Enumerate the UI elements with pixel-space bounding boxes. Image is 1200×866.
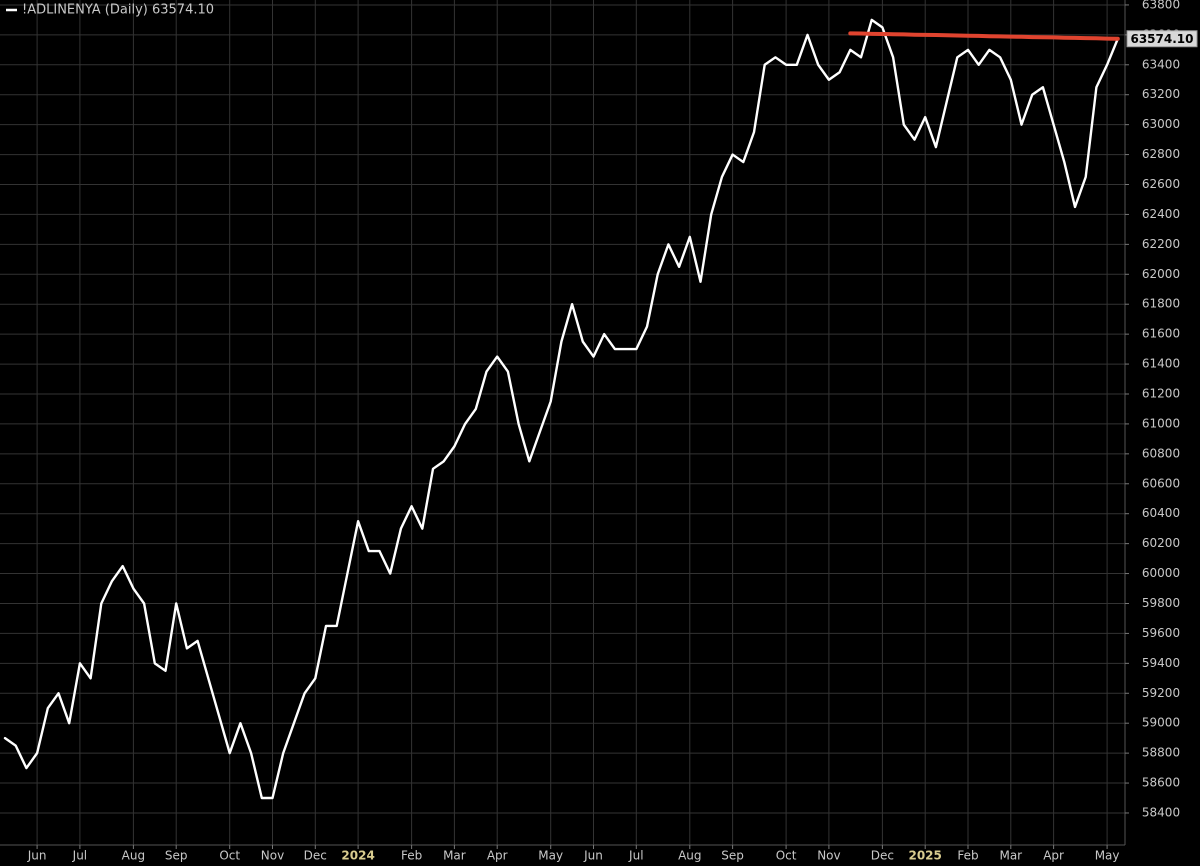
x-tick-label: Nov [261, 849, 284, 863]
y-tick-label: 63400 [1142, 57, 1180, 71]
x-tick-label: Feb [401, 849, 422, 863]
y-tick-label: 62200 [1142, 237, 1180, 251]
y-tick-label: 58600 [1142, 776, 1180, 790]
y-tick-label: 62400 [1142, 207, 1180, 221]
x-tick-label: 2025 [908, 849, 941, 863]
x-tick-label: Mar [999, 849, 1022, 863]
x-tick-label: Dec [304, 849, 327, 863]
x-tick-label: Oct [776, 849, 797, 863]
x-tick-label: Oct [219, 849, 240, 863]
last-value-label: 63574.10 [1130, 32, 1193, 46]
legend-label: !ADLINENYA (Daily) 63574.10 [22, 3, 214, 18]
x-tick-label: May [1095, 849, 1120, 863]
y-tick-label: 62800 [1142, 147, 1180, 161]
data-line [3, 18, 1119, 800]
y-tick-label: 60200 [1142, 536, 1180, 550]
x-tick-label: Mar [443, 849, 466, 863]
x-tick-label: Jul [628, 849, 643, 863]
y-tick-label: 60600 [1142, 476, 1180, 490]
x-tick-label: Dec [871, 849, 894, 863]
y-tick-label: 60000 [1142, 566, 1180, 580]
y-tick-label: 62000 [1142, 267, 1180, 281]
axes: 58400 58600 58800 59000 59200 59400 59600 59800… [27, 0, 1198, 863]
x-tick-label: 2024 [341, 849, 374, 863]
y-tick-label: 60800 [1142, 446, 1180, 460]
y-tick-label: 61200 [1142, 386, 1180, 400]
x-tick-label: Jun [583, 849, 603, 863]
trend-line [848, 31, 1120, 41]
x-tick-label: Jun [27, 849, 47, 863]
plot [3, 18, 1120, 800]
x-tick-label: Jul [72, 849, 87, 863]
x-tick-label: Apr [1043, 849, 1064, 863]
y-tick-label: 62600 [1142, 177, 1180, 191]
y-tick-label: 59200 [1142, 686, 1180, 700]
y-tick-label: 59000 [1142, 716, 1180, 730]
y-tick-label: 63000 [1142, 117, 1180, 131]
x-tick-label: May [538, 849, 563, 863]
y-tick-label: 58400 [1142, 805, 1180, 819]
y-tick-label: 61000 [1142, 416, 1180, 430]
x-tick-label: Nov [817, 849, 840, 863]
y-tick-label: 58800 [1142, 746, 1180, 760]
y-tick-label: 61800 [1142, 297, 1180, 311]
y-tick-label: 60400 [1142, 506, 1180, 520]
x-tick-label: Apr [487, 849, 508, 863]
x-tick-label: Aug [122, 849, 145, 863]
y-tick-label: 63200 [1142, 87, 1180, 101]
x-tick-label: Sep [165, 849, 188, 863]
grid [0, 0, 1125, 845]
x-tick-label: Aug [678, 849, 701, 863]
legend: !ADLINENYA (Daily) 63574.10 [6, 3, 214, 18]
last-value-box [1126, 30, 1198, 48]
y-tick-label: 61600 [1142, 327, 1180, 341]
y-tick-label: 59400 [1142, 656, 1180, 670]
y-tick-label: 63800 [1142, 0, 1180, 11]
x-tick-label: Sep [721, 849, 744, 863]
y-tick-label: 59600 [1142, 626, 1180, 640]
y-tick-label: 59800 [1142, 596, 1180, 610]
x-tick-label: Feb [957, 849, 978, 863]
y-tick-label: 61400 [1142, 357, 1180, 371]
